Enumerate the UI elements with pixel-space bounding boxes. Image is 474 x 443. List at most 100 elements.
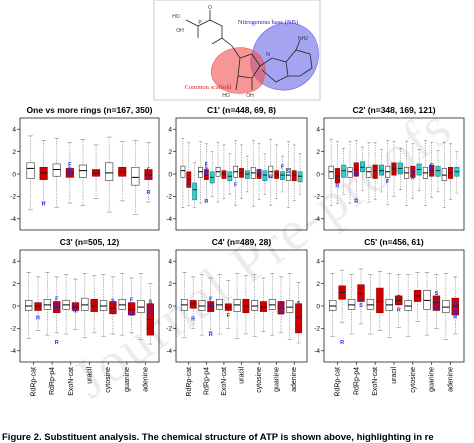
- box: [25, 300, 33, 311]
- atom-label: NH2: [298, 36, 308, 42]
- y-tick-label: -2: [314, 194, 320, 201]
- box: [262, 170, 268, 182]
- nitrogenous-base-label: Nitrogenous base (NB): [238, 19, 298, 26]
- x-tick-label: uracil: [87, 367, 94, 384]
- residue-letter: F: [147, 168, 151, 174]
- figure-caption: Figure 2. Substituent analysis. The chem…: [2, 432, 434, 443]
- box: [207, 301, 215, 312]
- x-tick-label: RdRp-p4: [49, 367, 56, 395]
- residue-letter: S: [205, 167, 209, 173]
- y-tick-label: 2: [316, 281, 320, 288]
- y-tick-label: -4: [10, 348, 16, 355]
- atom-label: OH: [246, 93, 254, 99]
- box: [203, 169, 209, 180]
- box: [295, 303, 303, 334]
- residue-letter: F: [279, 301, 283, 307]
- residue-letter: S: [55, 301, 59, 307]
- residue-letter: S: [148, 300, 152, 306]
- residue-letter: M: [257, 169, 262, 175]
- y-tick-label: 4: [168, 127, 172, 134]
- box: [328, 165, 334, 179]
- residue-letter: R: [148, 313, 152, 319]
- residue-letter: M: [411, 170, 416, 176]
- box: [244, 170, 250, 179]
- residue-letter: M: [354, 171, 359, 177]
- atom-label: OH: [176, 28, 184, 34]
- residue-letter: R: [209, 332, 213, 338]
- residue-letter: F: [454, 310, 458, 316]
- residue-letter: R: [42, 201, 46, 207]
- x-tick-label: uracil: [239, 367, 246, 384]
- residue-letter: M: [208, 303, 213, 309]
- residue-letter: F: [355, 163, 359, 169]
- atom-label: HO: [172, 14, 180, 20]
- x-tick-label: RdRp-cat: [186, 367, 193, 397]
- box: [251, 300, 259, 311]
- residue-letter: R: [204, 199, 208, 205]
- atom-label: N: [266, 52, 270, 58]
- box: [274, 170, 280, 179]
- box: [90, 298, 98, 312]
- residue-letter: F: [430, 163, 434, 169]
- y-tick-label: 0: [12, 303, 16, 310]
- residue-letter: R: [411, 176, 415, 182]
- x-tick-label: RdRp-cat: [30, 367, 37, 397]
- residue-letter: R: [55, 340, 59, 346]
- residue-letter: F: [130, 297, 134, 303]
- x-tick-label: cytosine: [105, 367, 112, 393]
- box: [423, 290, 431, 310]
- box: [198, 300, 206, 311]
- box: [451, 297, 459, 316]
- box: [347, 298, 356, 310]
- panel-title: C1' (n=448, 69, 8): [207, 105, 276, 115]
- residue-letter: S: [430, 168, 434, 174]
- x-tick-label: ExoN-cat: [221, 367, 228, 396]
- residue-letter: R: [297, 313, 301, 319]
- residue-letter: M: [73, 309, 78, 315]
- residue-letter: F: [55, 296, 59, 302]
- residue-letter: R: [453, 301, 457, 307]
- box: [233, 298, 241, 312]
- y-tick-label: 2: [12, 281, 16, 288]
- y-tick-label: 0: [12, 171, 16, 178]
- x-tick-label: cytosine: [410, 367, 417, 393]
- y-tick-label: -4: [166, 348, 172, 355]
- x-tick-label: ExoN-cat: [372, 367, 379, 396]
- residue-letter: S: [111, 299, 115, 305]
- y-tick-label: -4: [10, 216, 16, 223]
- y-tick-label: -2: [314, 326, 320, 333]
- box: [360, 161, 366, 173]
- box: [198, 166, 203, 178]
- box: [285, 168, 291, 182]
- x-tick-label: RdRp-p4: [203, 367, 210, 395]
- box: [268, 298, 276, 310]
- y-tick-label: 0: [316, 303, 320, 310]
- residue-letter: S: [68, 167, 72, 173]
- box: [376, 287, 384, 314]
- residue-letter: F: [205, 162, 209, 168]
- residue-letter: S: [147, 174, 151, 180]
- residue-letter: F: [74, 303, 78, 309]
- residue-letter: F: [359, 297, 363, 303]
- residue-letter: S: [359, 303, 363, 309]
- box: [366, 166, 372, 178]
- y-tick-label: 4: [12, 127, 16, 134]
- box: [357, 284, 365, 302]
- box: [118, 298, 126, 310]
- y-tick-label: 0: [168, 303, 172, 310]
- box: [109, 301, 117, 315]
- base-highlight: [250, 22, 319, 91]
- residue-letter: M: [54, 305, 59, 311]
- panel-title: C4' (n=489, 28): [212, 237, 272, 247]
- residue-letter: R: [146, 190, 150, 196]
- residue-letter: S: [435, 291, 439, 297]
- box: [52, 163, 61, 177]
- box: [99, 300, 108, 311]
- atom-label: HO: [222, 93, 230, 99]
- y-tick-label: -2: [166, 326, 172, 333]
- box: [441, 168, 447, 182]
- y-tick-label: 2: [168, 281, 172, 288]
- box: [297, 171, 303, 183]
- residue-letter: M: [204, 171, 209, 177]
